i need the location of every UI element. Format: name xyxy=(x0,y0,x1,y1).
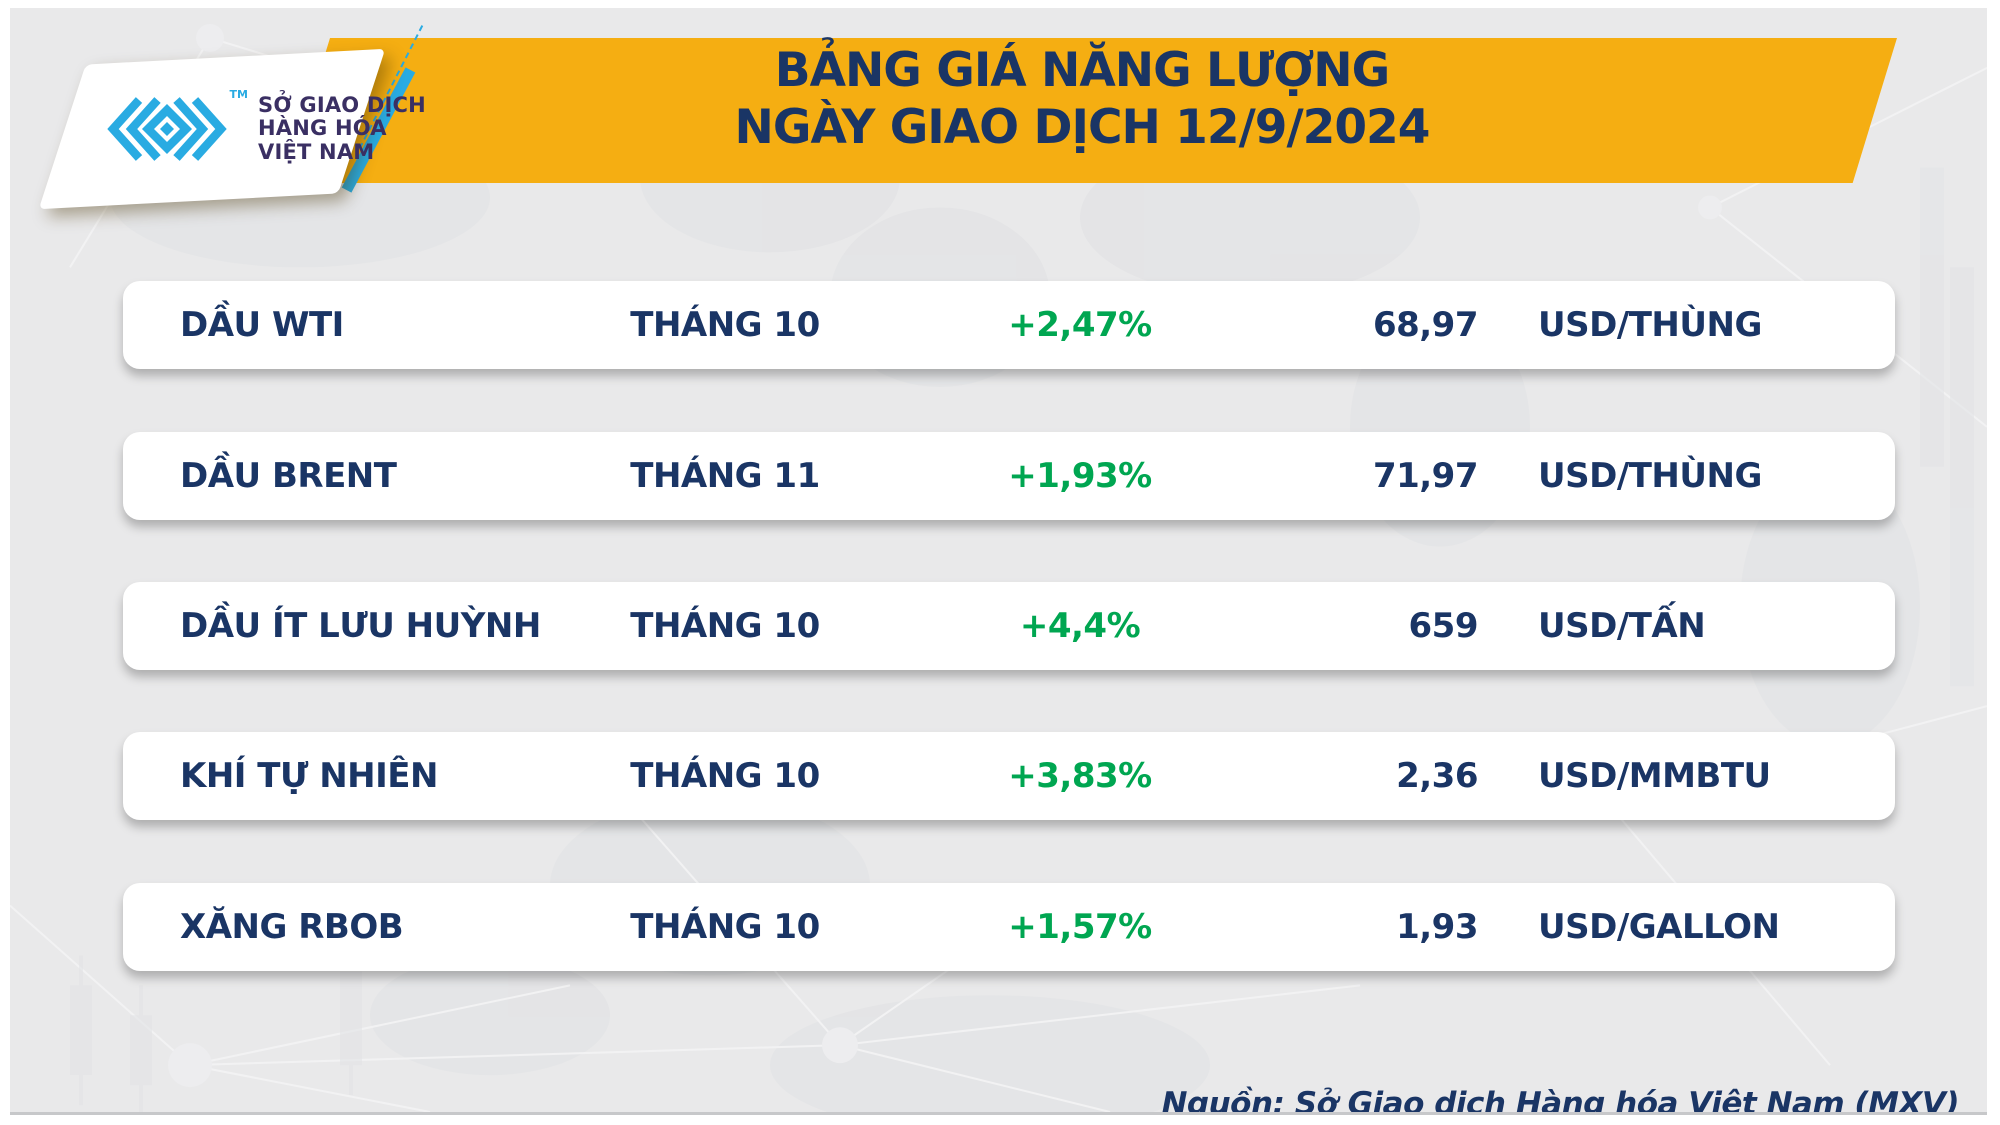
mxv-logo-content: TM SỞ GIAO DỊCH HÀNG HÓA VIỆT NAM xyxy=(62,58,426,200)
price-change: +4,4% xyxy=(1019,606,1141,646)
contract-month: THÁNG 10 xyxy=(630,606,820,646)
contract-month: THÁNG 10 xyxy=(630,305,820,345)
price-unit: USD/GALLON xyxy=(1538,907,1780,947)
contract-month: THÁNG 10 xyxy=(630,756,820,796)
exchange-name-line2: HÀNG HÓA xyxy=(258,116,387,141)
page-subtitle: NGÀY GIAO DỊCH 12/9/2024 xyxy=(734,100,1431,155)
commodity-name: DẦU ÍT LƯU HUỲNH xyxy=(180,606,541,646)
table-row: DẦU BRENT THÁNG 11 +1,93% 71,97 USD/THÙN… xyxy=(123,432,1895,520)
price-unit: USD/THÙNG xyxy=(1538,456,1762,496)
price-value: 71,97 xyxy=(1372,456,1479,496)
trademark-symbol: TM xyxy=(229,88,248,101)
price-change: +1,57% xyxy=(1008,907,1152,947)
contract-month: THÁNG 10 xyxy=(630,907,820,947)
mxv-logo-plate: TM SỞ GIAO DỊCH HÀNG HÓA VIỆT NAM xyxy=(38,48,426,210)
price-value: 1,93 xyxy=(1396,907,1478,947)
exchange-name-line3: VIỆT NAM xyxy=(258,139,375,164)
mxv-logo-icon xyxy=(107,97,227,161)
source-credit: Nguồn: Sở Giao dịch Hàng hóa Việt Nam (M… xyxy=(1161,1086,1959,1115)
exchange-name: SỞ GIAO DỊCH HÀNG HÓA VIỆT NAM xyxy=(258,92,426,165)
table-row: DẦU ÍT LƯU HUỲNH THÁNG 10 +4,4% 659 USD/… xyxy=(123,582,1895,670)
price-value: 2,36 xyxy=(1396,756,1478,796)
price-change: +2,47% xyxy=(1008,305,1152,345)
price-change: +3,83% xyxy=(1008,756,1152,796)
commodity-name: DẦU WTI xyxy=(180,305,344,345)
commodity-name: DẦU BRENT xyxy=(180,456,397,496)
page-background: BẢNG GIÁ NĂNG LƯỢNG NGÀY GIAO DỊCH 12/9/… xyxy=(10,8,1987,1115)
table-row: DẦU WTI THÁNG 10 +2,47% 68,97 USD/THÙNG xyxy=(123,281,1895,369)
commodity-name: KHÍ TỰ NHIÊN xyxy=(180,756,438,796)
price-unit: USD/TẤN xyxy=(1538,606,1706,646)
commodity-name: XĂNG RBOB xyxy=(180,907,404,947)
price-change: +1,93% xyxy=(1008,456,1152,496)
price-unit: USD/MMBTU xyxy=(1538,756,1771,796)
price-value: 659 xyxy=(1408,606,1479,646)
page-title: BẢNG GIÁ NĂNG LƯỢNG xyxy=(774,43,1390,98)
page-title-block: BẢNG GIÁ NĂNG LƯỢNG NGÀY GIAO DỊCH 12/9/… xyxy=(482,42,1682,182)
contract-month: THÁNG 11 xyxy=(630,456,820,496)
table-row: XĂNG RBOB THÁNG 10 +1,57% 1,93 USD/GALLO… xyxy=(123,883,1895,971)
table-row: KHÍ TỰ NHIÊN THÁNG 10 +3,83% 2,36 USD/MM… xyxy=(123,732,1895,820)
price-value: 68,97 xyxy=(1372,305,1479,345)
exchange-name-line1: SỞ GIAO DỊCH xyxy=(258,92,426,117)
price-unit: USD/THÙNG xyxy=(1538,305,1762,345)
